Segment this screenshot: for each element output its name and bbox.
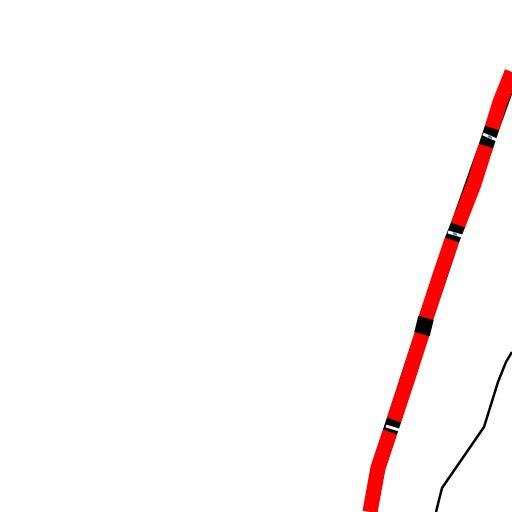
route-segment-1 — [484, 69, 512, 131]
main-route-line — [362, 69, 512, 512]
route-black-segment — [414, 316, 434, 336]
route-gap-marker-1 — [482, 132, 498, 142]
secondary-boundary-line — [434, 351, 512, 512]
route-segment-2 — [451, 143, 494, 228]
route-gap-marker-2 — [447, 230, 463, 238]
route-segment-4 — [386, 331, 430, 423]
route-gap-marker-3 — [385, 424, 400, 432]
route-segment-3 — [418, 237, 460, 321]
route-segment-5 — [362, 429, 398, 512]
